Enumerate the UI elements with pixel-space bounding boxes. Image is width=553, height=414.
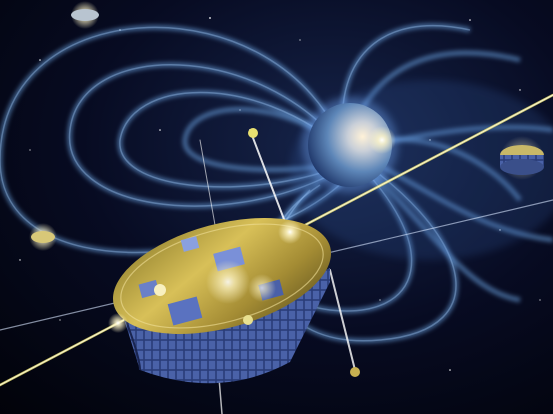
satellite-icon	[108, 218, 332, 384]
satellite-icon	[29, 223, 57, 251]
satellite-icon	[500, 136, 544, 180]
earth-icon	[302, 97, 398, 193]
satellite-icon	[71, 1, 99, 29]
